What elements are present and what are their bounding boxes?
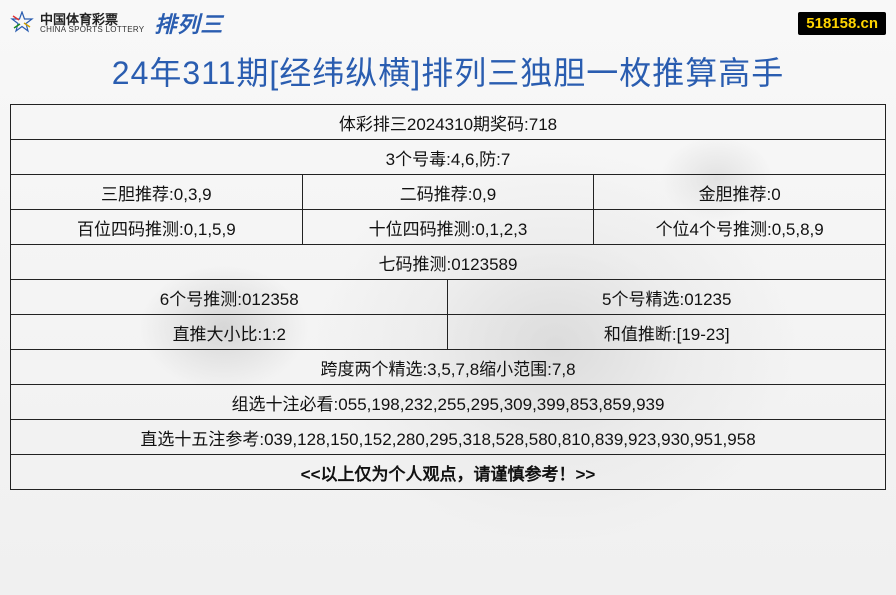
header: 中国体育彩票 CHINA SPORTS LOTTERY 排列三 518158.c… [10,6,886,40]
table-cell: 直推大小比:1:2 [11,315,448,350]
table-cell: 6个号推测:012358 [11,280,448,315]
logo-text-cn: 中国体育彩票 [40,13,144,26]
table-cell: 个位4个号推测:0,5,8,9 [594,210,886,245]
table-row: 6个号推测:0123585个号精选:01235 [11,280,886,315]
table-cell: <<以上仅为个人观点，请谨慎参考！>> [11,455,886,490]
table-cell: 七码推测:0123589 [11,245,886,280]
table-cell: 金胆推荐:0 [594,175,886,210]
table-cell: 和值推断:[19-23] [448,315,886,350]
table-cell: 二码推荐:0,9 [302,175,594,210]
table-cell: 组选十注必看:055,198,232,255,295,309,399,853,8… [11,385,886,420]
table-row: 直推大小比:1:2和值推断:[19-23] [11,315,886,350]
table-cell: 跨度两个精选:3,5,7,8缩小范围:7,8 [11,350,886,385]
table-cell: 三胆推荐:0,3,9 [11,175,303,210]
table-cell: 3个号毒:4,6,防:7 [11,140,886,175]
page-title: 24年311期[经纬纵横]排列三独胆一枚推算高手 [10,48,886,94]
table-cell: 5个号精选:01235 [448,280,886,315]
table-row: 百位四码推测:0,1,5,9十位四码推测:0,1,2,3个位4个号推测:0,5,… [11,210,886,245]
table-row: 体彩排三2024310期奖码:718 [11,105,886,140]
logo-block: 中国体育彩票 CHINA SPORTS LOTTERY 排列三 [10,7,223,39]
brand-name: 排列三 [154,7,223,39]
table-cell: 十位四码推测:0,1,2,3 [302,210,594,245]
logo-text-en: CHINA SPORTS LOTTERY [40,26,144,34]
prediction-table: 体彩排三2024310期奖码:7183个号毒:4,6,防:7三胆推荐:0,3,9… [10,104,886,490]
lottery-logo-icon [10,11,34,35]
table-row: 组选十注必看:055,198,232,255,295,309,399,853,8… [11,385,886,420]
table-row: 跨度两个精选:3,5,7,8缩小范围:7,8 [11,350,886,385]
table-cell: 百位四码推测:0,1,5,9 [11,210,303,245]
table-cell: 直选十五注参考:039,128,150,152,280,295,318,528,… [11,420,886,455]
table-row: 直选十五注参考:039,128,150,152,280,295,318,528,… [11,420,886,455]
table-row: 3个号毒:4,6,防:7 [11,140,886,175]
site-badge: 518158.cn [798,12,886,35]
table-row: <<以上仅为个人观点，请谨慎参考！>> [11,455,886,490]
table-row: 七码推测:0123589 [11,245,886,280]
table-cell: 体彩排三2024310期奖码:718 [11,105,886,140]
table-row: 三胆推荐:0,3,9二码推荐:0,9金胆推荐:0 [11,175,886,210]
